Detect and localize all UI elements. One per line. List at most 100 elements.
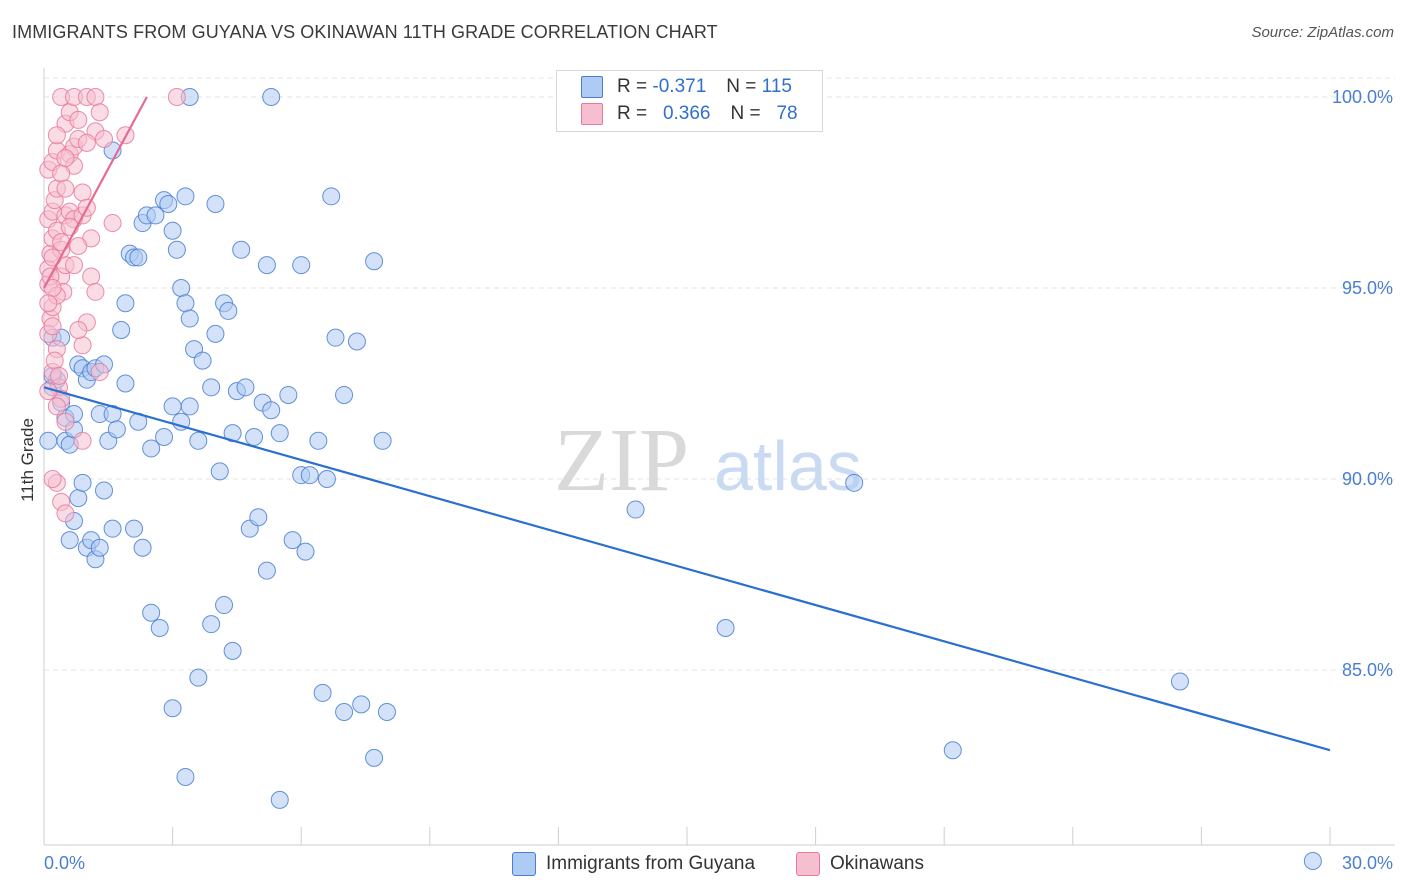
guyana-point [142, 603, 161, 622]
guyana-point [159, 194, 178, 213]
legend-row-okinawan: R = 0.366 N = 78 [581, 103, 798, 125]
okinawan-point [82, 267, 101, 286]
guyana-point [69, 489, 88, 508]
y-axis-label: 11th Grade [18, 418, 37, 502]
guyana-point [116, 294, 135, 313]
guyana-point [176, 767, 195, 786]
guyana-point [262, 88, 281, 106]
guyana-point [129, 248, 148, 267]
okinawan-point [56, 504, 75, 523]
okinawan-point [52, 233, 71, 252]
guyana-point [943, 741, 962, 760]
guyana-point [283, 531, 302, 550]
watermark-atlas: atlas [714, 427, 862, 505]
okinawan-point [86, 88, 105, 106]
guyana-point [262, 401, 281, 420]
guyana-point [335, 385, 354, 404]
legend-r-value-guyana: -0.371 [652, 76, 707, 97]
guyana-point [1170, 672, 1189, 691]
guyana-point [176, 294, 195, 313]
guyana-point [373, 431, 392, 450]
okinawan-point [90, 103, 109, 122]
okinawan-point [45, 351, 64, 370]
guyana-point [107, 420, 126, 439]
guyana-point [270, 424, 289, 443]
guyana-point [270, 790, 289, 809]
guyana-point [189, 668, 208, 687]
okinawan-point [43, 248, 62, 267]
guyana-point [155, 427, 174, 446]
guyana-point [223, 641, 242, 660]
okinawan-point [103, 214, 122, 233]
guyana-point [215, 596, 234, 615]
okinawan-point [90, 363, 109, 382]
guyana-point [202, 378, 221, 397]
guyana-point [163, 397, 182, 416]
legend-swatch-okinawan [581, 103, 603, 125]
guyana-point [116, 374, 135, 393]
okinawan-point [43, 317, 62, 336]
guyana-point [236, 378, 255, 397]
okinawan-point [77, 133, 96, 152]
source-label: Source: ZipAtlas.com [1251, 24, 1394, 41]
y-tick-labels: 85.0% 90.0% 95.0% 100.0% [1332, 87, 1393, 680]
guyana-point [73, 473, 92, 492]
okinawan-point [43, 470, 62, 488]
legend-r-label: R = [617, 76, 648, 97]
guyana-point [112, 321, 131, 340]
legend-n-label: N = [730, 103, 761, 124]
guyana-point [103, 519, 122, 538]
okinawan-point [73, 183, 92, 202]
okinawan-point [60, 217, 79, 236]
guyana-point [172, 279, 191, 297]
guyana-point [232, 240, 251, 259]
bottom-legend-swatch-okinawan [796, 852, 820, 876]
grid-lines [44, 77, 1395, 671]
bottom-legend-label-okinawan: Okinawans [830, 853, 924, 874]
guyana-point [313, 683, 332, 702]
okinawan-point [47, 126, 66, 145]
guyana-point [335, 703, 354, 722]
guyana-point [90, 538, 109, 557]
series-okinawan-points [39, 88, 186, 523]
x-tick-label: 0.0% [44, 853, 85, 873]
okinawan-point [69, 236, 88, 255]
okinawan-point [95, 130, 114, 149]
guyana-point [133, 538, 152, 557]
okinawan-point [56, 179, 75, 198]
guyana-point [249, 508, 268, 527]
okinawan-point [65, 256, 84, 275]
okinawan-point [167, 88, 186, 106]
guyana-point [189, 431, 208, 450]
guyana-point [292, 256, 311, 275]
guyana-point [626, 500, 645, 519]
guyana-point [377, 703, 396, 722]
guyana-point [279, 385, 298, 404]
legend-n-label: N = [726, 76, 757, 97]
x-tick-label: 30.0% [1342, 853, 1393, 873]
okinawan-point [69, 321, 88, 340]
legend-r-value-okinawan: 0.366 [662, 103, 711, 124]
bottom-legend-label-guyana: Immigrants from Guyana [546, 853, 756, 874]
y-tick-label: 95.0% [1342, 278, 1393, 298]
guyana-point [257, 256, 276, 275]
okinawan-point [73, 336, 92, 355]
guyana-point [309, 431, 328, 450]
okinawan-point [56, 412, 75, 431]
guyana-point [150, 618, 169, 637]
trend-line-okinawan [43, 96, 148, 289]
guyana-point [125, 519, 144, 538]
legend-swatch-guyana [581, 76, 603, 98]
guyana-point [365, 748, 384, 767]
legend-row-guyana: R = -0.371 N = 115 [581, 76, 792, 98]
guyana-point [210, 462, 229, 481]
stats-legend: R = -0.371 N = 115 R = 0.366 N = 78 [556, 70, 823, 132]
guyana-point [167, 240, 186, 259]
guyana-point [219, 301, 238, 320]
okinawan-point [86, 282, 105, 301]
guyana-point [95, 481, 114, 500]
chart-title: IMMIGRANTS FROM GUYANA VS OKINAWAN 11TH … [12, 22, 718, 42]
okinawan-point [69, 110, 88, 129]
guyana-point [180, 309, 199, 328]
